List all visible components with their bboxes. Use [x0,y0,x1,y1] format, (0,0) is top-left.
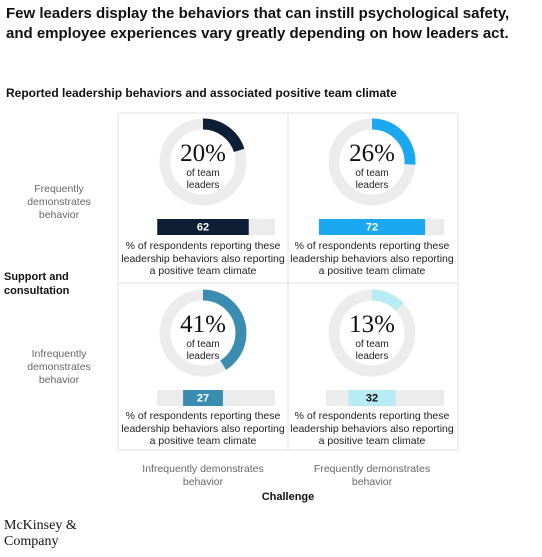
donut-arc [159,118,247,206]
bar-caption: % of respondents reporting these leaders… [121,410,285,447]
donut-caption: of team leaders [186,168,220,191]
bar-value-label: 27 [197,392,209,404]
donut-value-label: 26% [349,140,395,167]
bar [157,219,249,235]
row-label: Frequently demonstrates behavior [27,183,91,221]
bar-caption: % of respondents reporting these leaders… [290,240,454,277]
source-logo: McKinsey & Company [4,518,77,549]
bar [348,390,396,406]
bar-value-label: 72 [366,221,378,233]
donut-arc [328,118,416,206]
donut-arc [159,289,247,377]
donut-caption: of team leaders [355,339,389,362]
donut-arc [328,289,416,377]
chart-title: Few leaders display the behaviors that c… [6,5,510,42]
column-label: Infrequently demonstrates behavior [142,463,264,488]
y-axis-label: Support and consultation [4,271,70,297]
bar-value-label: 62 [197,221,209,233]
bar [183,390,223,406]
bar-caption: % of respondents reporting these leaders… [121,240,285,277]
donut-caption: of team leaders [355,168,389,191]
donut-value-label: 13% [349,311,395,338]
donut-value-label: 41% [180,311,226,338]
donut-caption: of team leaders [186,339,220,362]
bar-value-label: 32 [366,392,378,404]
x-axis-label: Challenge [261,491,315,503]
quadrant-frame [117,112,459,451]
bar [318,219,426,235]
chart-subtitle: Reported leadership behaviors and associ… [6,86,397,100]
row-label: Infrequently demonstrates behavior [27,348,91,386]
bar-caption: % of respondents reporting these leaders… [290,410,454,447]
column-label: Frequently demonstrates behavior [313,463,431,488]
donut-value-label: 20% [180,140,226,167]
